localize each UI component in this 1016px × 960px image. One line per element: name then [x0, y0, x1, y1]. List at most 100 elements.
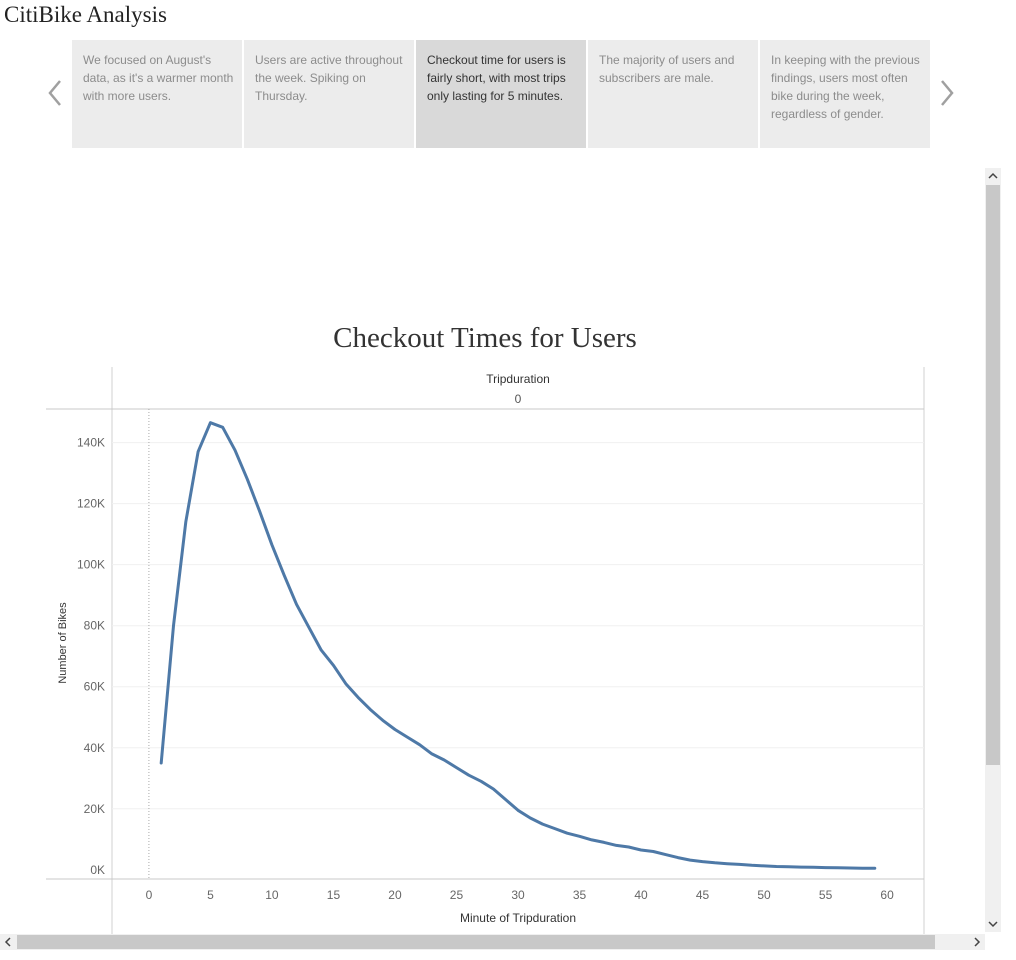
vertical-scrollbar[interactable] [985, 168, 1001, 932]
data-point[interactable] [391, 725, 399, 733]
x-tick-label: 25 [450, 888, 464, 902]
data-point[interactable] [243, 475, 251, 483]
data-point[interactable] [858, 864, 866, 872]
story-point-3[interactable]: Checkout time for users is fairly short,… [416, 40, 586, 148]
data-point[interactable] [182, 518, 190, 526]
horizontal-scroll-thumb[interactable] [17, 935, 935, 949]
data-point[interactable] [452, 764, 460, 772]
data-point[interactable] [305, 623, 313, 631]
caret-left-icon [4, 937, 11, 947]
scroll-right-button[interactable] [969, 934, 985, 950]
data-point[interactable] [551, 825, 559, 833]
data-point[interactable] [637, 846, 645, 854]
chart-title: Checkout Times for Users [333, 322, 637, 354]
story-next-button[interactable] [934, 78, 960, 108]
data-point[interactable] [785, 863, 793, 871]
data-point[interactable] [723, 860, 731, 868]
data-point[interactable] [465, 771, 473, 779]
data-point[interactable] [846, 864, 854, 872]
data-point[interactable] [588, 836, 596, 844]
data-point[interactable] [317, 646, 325, 654]
data-point[interactable] [834, 864, 842, 872]
data-point[interactable] [809, 863, 817, 871]
y-axis-label: Number of Bikes [57, 602, 69, 684]
x-tick-label: 5 [207, 888, 214, 902]
x-tick-label: 0 [146, 888, 153, 902]
x-tick-label: 30 [511, 888, 525, 902]
data-point[interactable] [526, 814, 534, 822]
data-point[interactable] [428, 750, 436, 758]
x-axis-label: Minute of Tripduration [460, 911, 576, 925]
x-tick-label: 55 [819, 888, 833, 902]
data-point[interactable] [206, 419, 214, 427]
data-point[interactable] [268, 541, 276, 549]
data-point[interactable] [489, 785, 497, 793]
data-point[interactable] [711, 859, 719, 867]
data-point[interactable] [477, 777, 485, 785]
x-tick-label: 15 [327, 888, 341, 902]
x-tick-label: 10 [265, 888, 279, 902]
data-point[interactable] [735, 860, 743, 868]
series-line [159, 421, 877, 870]
scroll-down-button[interactable] [985, 916, 1001, 932]
data-point[interactable] [502, 796, 510, 804]
data-point[interactable] [219, 423, 227, 431]
data-point[interactable] [563, 829, 571, 837]
data-point[interactable] [342, 680, 350, 688]
scroll-up-button[interactable] [985, 168, 1001, 184]
story-point-5[interactable]: In keeping with the previous findings, u… [760, 40, 930, 148]
column-header-value: 0 [515, 392, 522, 406]
data-point[interactable] [170, 622, 178, 630]
y-tick-label: 140K [77, 436, 105, 450]
y-tick-label: 120K [77, 497, 105, 511]
data-point[interactable] [194, 448, 202, 456]
x-tick-label: 20 [388, 888, 402, 902]
caret-right-icon [974, 937, 981, 947]
data-point[interactable] [822, 864, 830, 872]
data-point[interactable] [440, 756, 448, 764]
data-point[interactable] [354, 693, 362, 701]
column-header-title: Tripduration [486, 372, 550, 386]
data-point[interactable] [256, 507, 264, 515]
x-tick-label: 50 [757, 888, 771, 902]
data-point[interactable] [539, 820, 547, 828]
data-point[interactable] [674, 854, 682, 862]
y-tick-label: 100K [77, 558, 105, 572]
data-point[interactable] [576, 832, 584, 840]
data-point[interactable] [748, 861, 756, 869]
data-point[interactable] [231, 446, 239, 454]
data-point[interactable] [760, 862, 768, 870]
data-point[interactable] [772, 862, 780, 870]
y-tick-label: 80K [84, 619, 105, 633]
data-point[interactable] [280, 571, 288, 579]
data-point[interactable] [416, 741, 424, 749]
data-point[interactable] [600, 838, 608, 846]
data-point[interactable] [379, 716, 387, 724]
data-point[interactable] [625, 843, 633, 851]
caret-up-icon [988, 172, 998, 179]
data-point[interactable] [699, 858, 707, 866]
data-point[interactable] [612, 841, 620, 849]
data-point[interactable] [403, 733, 411, 741]
data-point[interactable] [293, 600, 301, 608]
data-point[interactable] [649, 848, 657, 856]
data-point[interactable] [366, 706, 374, 714]
data-point[interactable] [871, 864, 879, 872]
app-title: CitiBike Analysis [4, 2, 167, 27]
story-prev-button[interactable] [42, 78, 68, 108]
data-point[interactable] [686, 856, 694, 864]
story-point-2[interactable]: Users are active throughout the week. Sp… [244, 40, 414, 148]
x-tick-label: 35 [573, 888, 587, 902]
story-point-4[interactable]: The majority of users and subscribers ar… [588, 40, 758, 148]
data-point[interactable] [662, 851, 670, 859]
data-point[interactable] [797, 863, 805, 871]
y-tick-label: 0K [90, 863, 105, 877]
horizontal-scrollbar[interactable] [0, 934, 985, 950]
data-point[interactable] [514, 806, 522, 814]
vertical-scroll-thumb[interactable] [986, 185, 1000, 765]
scroll-left-button[interactable] [0, 934, 16, 950]
x-tick-label: 60 [880, 888, 894, 902]
story-point-1[interactable]: We focused on August's data, as it's a w… [72, 40, 242, 148]
data-point[interactable] [329, 661, 337, 669]
data-point[interactable] [157, 759, 165, 767]
